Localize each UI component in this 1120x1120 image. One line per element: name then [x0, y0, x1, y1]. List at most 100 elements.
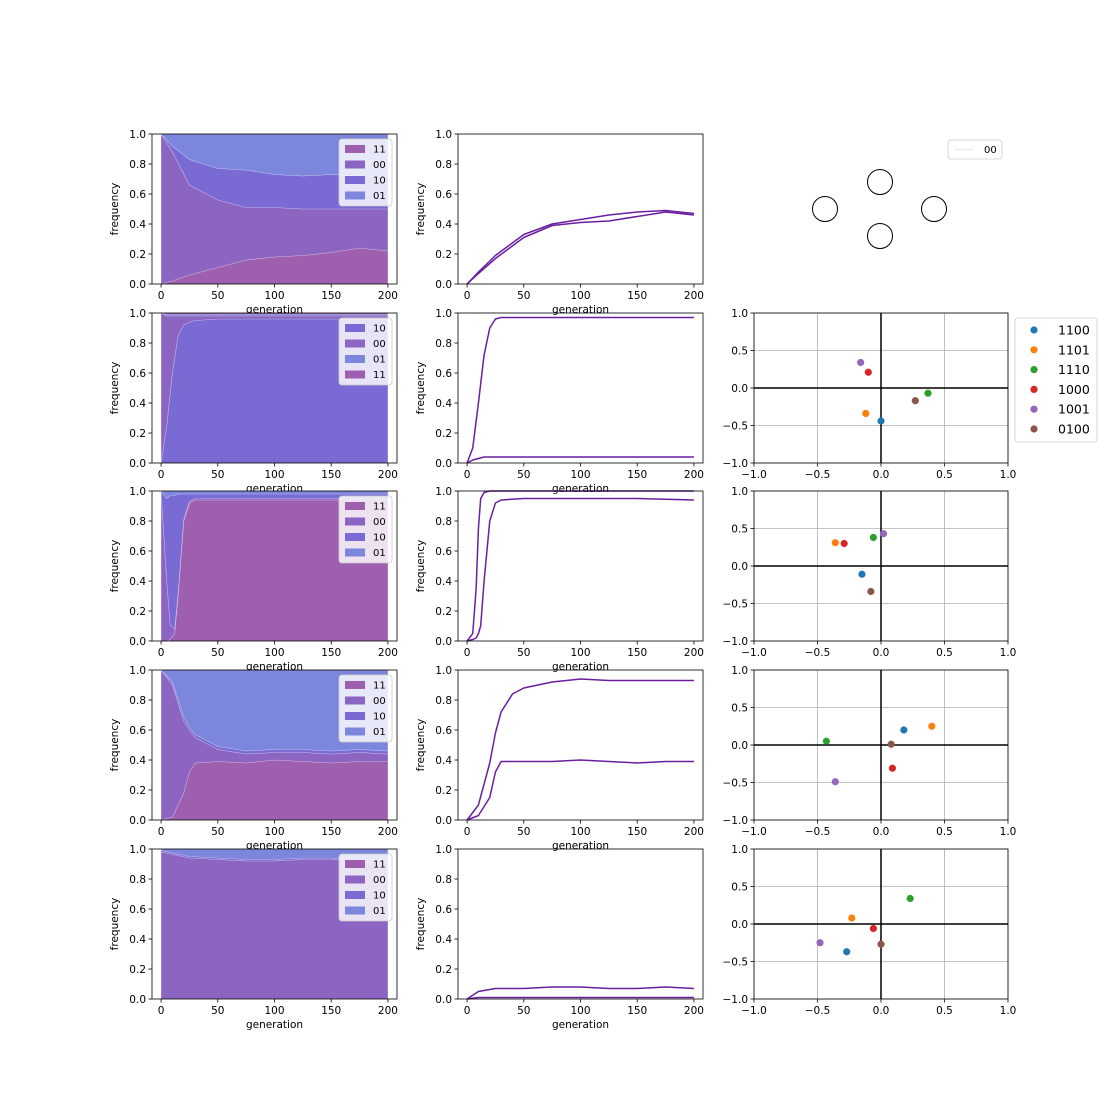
scatter-legend-label-0100: 0100 [1058, 422, 1090, 437]
row4-area-legend-swatch-11 [345, 860, 365, 868]
row3-scatter-xtick-label: 1.0 [1000, 826, 1017, 838]
row1-area-xtick-label: 150 [321, 469, 341, 481]
row1-scatter-ytick-label: −1.0 [723, 458, 749, 470]
row3-scatter-point-1101 [928, 722, 936, 730]
row3-line-ylabel: frequency [415, 719, 427, 772]
row4-scatter-xtick-label: 1.0 [1000, 1005, 1017, 1017]
row4-area-legend-swatch-01 [345, 906, 365, 915]
row4-line-line-0 [466, 986, 694, 1000]
row3-area-ytick-label: 0.0 [129, 815, 146, 827]
row2-scatter-ytick-label: 0.0 [731, 561, 748, 573]
row0-line-line-0 [466, 209, 695, 285]
row3-area-xtick-label: 0 [158, 826, 165, 838]
row3-area-legend-label-00: 00 [373, 696, 386, 707]
row2-scatter-point-0100 [867, 587, 875, 596]
row1-line-xlabel: generation [552, 483, 609, 495]
row2-area-legend-label-10: 10 [373, 533, 386, 544]
row1-scatter-xtick-label: 0.0 [873, 469, 890, 481]
row1-scatter-point-1110 [924, 389, 932, 397]
row2-line-ytick-label: 0.2 [435, 606, 452, 618]
row2-scatter-ytick-label: 0.5 [731, 523, 748, 535]
row0-line: 0 50 100 150 200 0.0 0.2 0.4 0.6 0.8 1.0 generation… [415, 129, 704, 316]
row4-area-xtick-label: 0 [158, 1005, 165, 1017]
row3-area-ytick-label: 1.0 [129, 665, 146, 677]
row3-area-ytick-label: 0.4 [129, 755, 146, 767]
row0-line-ytick-label: 0.0 [435, 279, 452, 291]
row1-scatter-ytick-label: 0.0 [731, 383, 748, 395]
row1-line-line-0 [466, 316, 694, 464]
row1-line-xtick-label: 0 [464, 469, 471, 481]
row4-scatter-ytick-label: −0.5 [723, 956, 749, 968]
row1-area-ytick-label: 0.4 [129, 398, 146, 410]
row0-area-legend-label-00: 00 [373, 160, 386, 171]
row0-line-ytick-label: 0.6 [435, 189, 452, 201]
network-legend-box [947, 139, 1003, 160]
row4-line-ytick-label: 0.0 [435, 994, 452, 1006]
row4-line-ytick-label: 0.2 [435, 964, 452, 976]
row0-area-frame [151, 133, 398, 285]
row0-area-ytick-label: 0.0 [129, 279, 146, 291]
row2-scatter-ytick-label: −1.0 [723, 636, 749, 648]
scatter-legend-label-1001: 1001 [1058, 402, 1090, 417]
row2-area-legend-swatch-01 [345, 548, 365, 557]
row4-area-ytick-label: 0.4 [129, 934, 146, 946]
row1-line-line-1 [466, 456, 694, 464]
row4-line-ytick-label: 0.6 [435, 904, 452, 916]
row4-line-xlabel: generation [552, 1019, 609, 1031]
row3-scatter-xtick-label: 0.5 [936, 826, 953, 838]
row2-area-xtick-label: 200 [378, 647, 398, 659]
row3-line-xtick-label: 200 [684, 826, 704, 838]
row0-line-ylabel: frequency [415, 183, 427, 236]
scatter-legend-label-1110: 1110 [1058, 362, 1090, 377]
row0-line-xtick-label: 200 [684, 290, 704, 302]
row4-line-frame [457, 848, 704, 1000]
row1-scatter-ytick-label: −0.5 [723, 420, 749, 432]
row1-area-legend-swatch-00 [345, 339, 365, 348]
row0-line-ytick-label: 0.2 [435, 249, 452, 261]
row3-scatter-point-1100 [900, 726, 908, 734]
row3-scatter-ytick-label: 0.0 [731, 740, 748, 752]
row3-area-xtick-label: 100 [264, 826, 284, 838]
row0-area-area-11 [160, 247, 389, 284]
row1-line-ytick-label: 0.2 [435, 428, 452, 440]
row3-scatter-ytick-label: −1.0 [723, 815, 749, 827]
row1-line-xtick-label: 200 [684, 469, 704, 481]
row3-area-legend-box [338, 674, 393, 743]
row2-line-xlabel: generation [552, 661, 609, 673]
row2-area-xtick-label: 150 [321, 647, 341, 659]
row2-line-ytick-label: 0.8 [435, 516, 452, 528]
row2-area-legend-swatch-00 [345, 517, 365, 526]
row4-line-xtick-label: 200 [684, 1005, 704, 1017]
row1-line-ylabel: frequency [415, 362, 427, 415]
row3-line-xtick-label: 0 [464, 826, 471, 838]
row0-line-xtick-label: 100 [570, 290, 590, 302]
row4-area-legend-label-11: 11 [373, 860, 386, 871]
row1-scatter-xtick-label: 1.0 [1000, 469, 1017, 481]
row4-scatter-ytick-label: 0.5 [731, 881, 748, 893]
row3-scatter-point-1001 [831, 778, 839, 786]
scatter-legend-label-1100: 1100 [1058, 323, 1090, 338]
row4-scatter-xtick-label: −1.0 [741, 1005, 767, 1017]
row0-line-ytick-label: 1.0 [435, 129, 452, 141]
row3-line-xtick-label: 100 [570, 826, 590, 838]
row4-area-legend-label-00: 00 [373, 875, 386, 886]
row1-area-frame [151, 312, 398, 464]
row1-scatter-ytick-label: 1.0 [731, 308, 748, 320]
row2-line-xtick-label: 100 [570, 647, 590, 659]
row3-line-ytick-label: 0.4 [435, 755, 452, 767]
row4-area-ylabel: frequency [109, 898, 121, 951]
network-node-2 [921, 196, 947, 222]
row0-area-ytick-label: 0.2 [129, 249, 146, 261]
row2-scatter-xtick-label: −0.5 [805, 647, 831, 659]
row2-line-frame [457, 490, 704, 642]
row3-line: 0 50 100 150 200 0.0 0.2 0.4 0.6 0.8 1.0 generation… [415, 665, 704, 852]
scatter-legend-label-1000: 1000 [1058, 382, 1090, 397]
row2-line-ytick-label: 0.0 [435, 636, 452, 648]
row1-line-ytick-label: 0.0 [435, 458, 452, 470]
row4-scatter-ytick-label: 0.0 [731, 919, 748, 931]
row3-line-ytick-label: 0.0 [435, 815, 452, 827]
row0-area-ytick-label: 0.8 [129, 159, 146, 171]
row0-area-xtick-label: 200 [378, 290, 398, 302]
row2-line-line-0 [466, 490, 694, 642]
row2-area-ytick-label: 0.8 [129, 516, 146, 528]
